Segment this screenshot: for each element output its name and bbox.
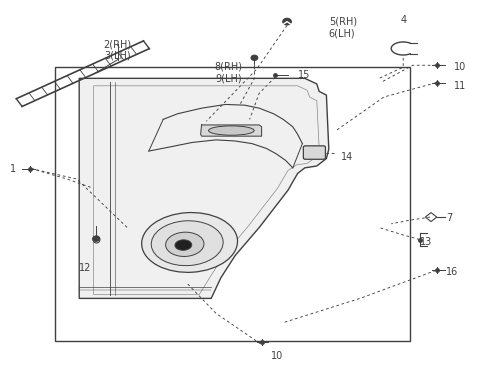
FancyBboxPatch shape [303, 146, 325, 159]
Ellipse shape [151, 221, 223, 266]
Text: 7: 7 [446, 213, 453, 223]
Text: 16: 16 [446, 267, 459, 277]
Text: 4: 4 [400, 15, 406, 25]
Ellipse shape [166, 232, 204, 257]
Text: 12: 12 [79, 263, 92, 273]
Text: 15: 15 [298, 70, 310, 79]
Bar [55, 67, 410, 341]
Text: 11: 11 [454, 81, 466, 91]
Text: 13: 13 [420, 237, 432, 247]
Circle shape [93, 236, 99, 241]
Text: 10: 10 [271, 351, 284, 361]
Ellipse shape [208, 126, 254, 135]
Text: 1: 1 [10, 164, 16, 173]
Polygon shape [79, 78, 329, 298]
Text: 5(RH)
6(LH): 5(RH) 6(LH) [329, 17, 357, 38]
Ellipse shape [175, 240, 192, 250]
Text: 8(RH)
9(LH): 8(RH) 9(LH) [215, 62, 242, 83]
Text: 2(RH)
3(LH): 2(RH) 3(LH) [104, 39, 132, 61]
Ellipse shape [142, 213, 238, 272]
Circle shape [251, 55, 258, 60]
Text: 14: 14 [341, 152, 353, 162]
Polygon shape [201, 125, 262, 136]
Text: 10: 10 [454, 62, 466, 72]
Circle shape [283, 18, 291, 25]
